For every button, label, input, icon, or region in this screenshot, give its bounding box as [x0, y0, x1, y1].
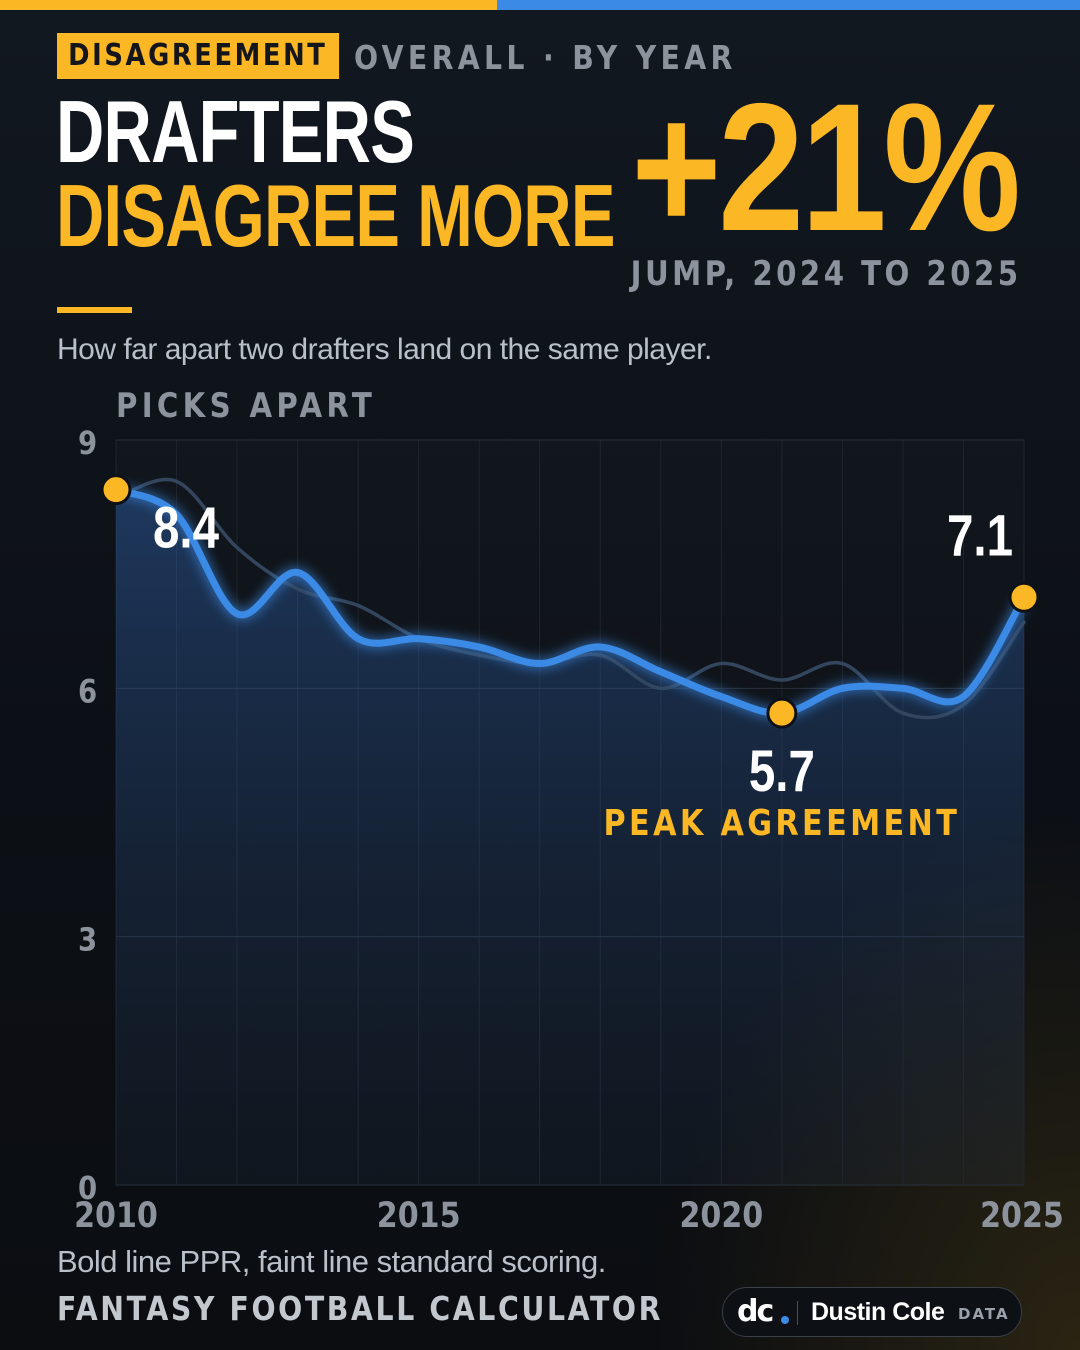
brand-subtitle: DATA — [958, 1288, 1010, 1340]
x-tick-label: 2010 — [74, 1195, 158, 1236]
data-source: FANTASY FOOTBALL CALCULATOR — [57, 1288, 663, 1330]
brand-logo: dc — [737, 1294, 785, 1330]
highlight-marker — [768, 699, 796, 727]
data-label: 7.1 — [947, 504, 1013, 569]
x-tick-label: 2020 — [679, 1195, 763, 1236]
chart-note: Bold line PPR, faint line standard scori… — [57, 1242, 606, 1282]
peak-agreement-label: PEAK AGREEMENT — [604, 802, 961, 844]
highlight-marker — [1010, 583, 1038, 611]
y-tick-label: 6 — [78, 673, 97, 711]
x-tick-label: 2025 — [980, 1195, 1064, 1236]
brand-logo-text: dc — [737, 1294, 772, 1329]
highlight-marker — [102, 476, 130, 504]
data-label: 8.4 — [153, 496, 220, 561]
x-tick-label: 2015 — [377, 1195, 461, 1236]
brand-name: Dustin Cole — [811, 1288, 944, 1336]
brand-badge[interactable]: dc Dustin Cole DATA — [722, 1287, 1022, 1337]
data-label: 5.7 — [749, 740, 815, 805]
brand-logo-dot — [781, 1316, 789, 1324]
brand-divider — [797, 1301, 798, 1325]
y-tick-label: 9 — [78, 425, 97, 463]
y-tick-label: 3 — [78, 922, 97, 960]
